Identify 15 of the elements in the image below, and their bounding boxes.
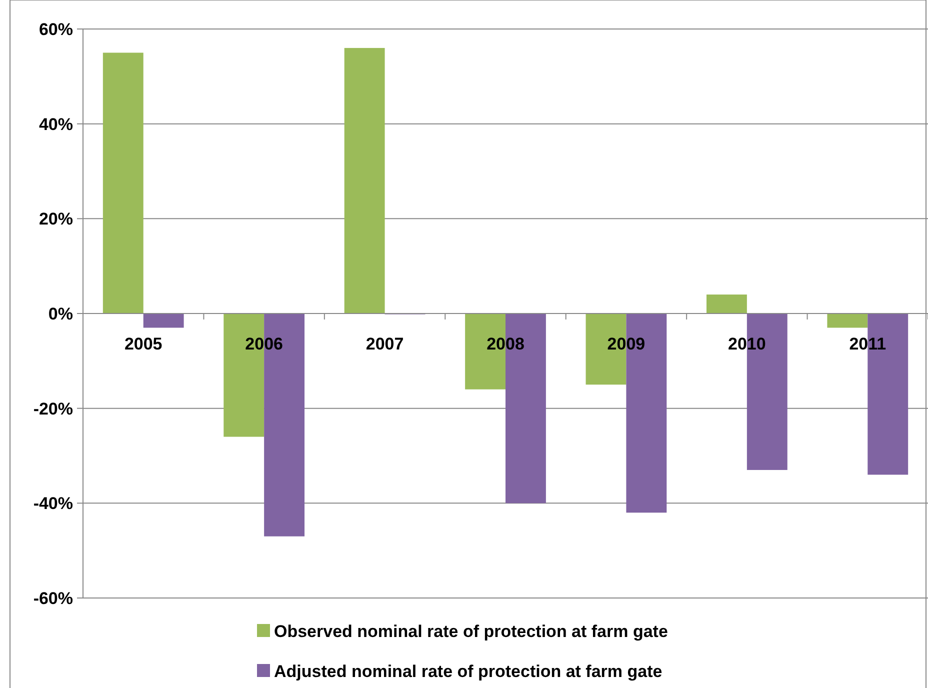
x-tick-label: 2005: [124, 334, 162, 354]
x-tick-label: 2006: [245, 334, 283, 354]
y-tick-label: -40%: [33, 494, 73, 514]
y-tick-label: 40%: [38, 114, 73, 134]
y-tick-label: 60%: [38, 20, 73, 39]
legend-label: Adjusted nominal rate of protection at farm gate: [274, 662, 662, 681]
y-tick-label: -60%: [33, 588, 73, 608]
x-tick-label: 2010: [728, 334, 766, 354]
legend-label: Observed nominal rate of protection at farm gate: [274, 622, 668, 641]
x-tick-label: 2009: [607, 334, 646, 354]
y-tick-label: -20%: [33, 399, 73, 418]
y-tick-label: 0%: [48, 304, 73, 324]
y-tick-label: 20%: [38, 210, 73, 229]
x-tick-label: 2007: [366, 334, 404, 354]
x-tick-label: 2008: [486, 334, 524, 354]
